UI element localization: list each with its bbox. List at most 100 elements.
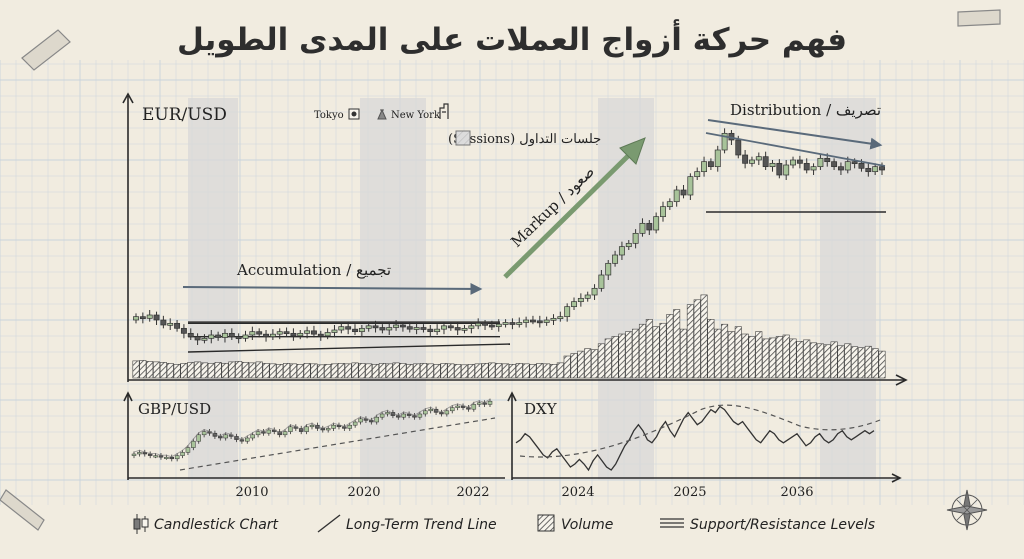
candle-body <box>796 159 803 164</box>
volume-bar <box>303 363 311 379</box>
panel-label-dxy: DXY <box>524 400 558 418</box>
volume-bar <box>632 328 640 379</box>
gbp-candle-body <box>487 400 493 405</box>
candle-body <box>386 327 393 331</box>
candle-body <box>495 323 502 328</box>
volume-bar <box>714 328 722 379</box>
candle-body <box>324 332 331 337</box>
volume-bar <box>433 364 441 379</box>
volume-bar <box>584 348 592 379</box>
candle-body <box>304 330 311 334</box>
candle-body <box>263 333 269 338</box>
candle-body <box>707 161 714 168</box>
volume-bar <box>372 364 380 379</box>
candle-body <box>228 332 235 338</box>
gbp-candle-body <box>352 421 358 426</box>
volume-bar <box>214 362 222 379</box>
phase-annotations: Accumulation / تجميع Markup / صعود Distr… <box>182 101 886 295</box>
candle-body <box>420 327 427 330</box>
volume-bar <box>242 362 250 379</box>
volume-bar <box>399 363 407 379</box>
legend-volume-icon <box>537 514 555 532</box>
gbp-candle-body <box>201 431 207 436</box>
gbp-candle-body <box>174 455 180 460</box>
legend-candlestick-icon <box>133 514 149 534</box>
candle-body <box>769 162 776 168</box>
candle-body <box>201 337 208 341</box>
volume-bar <box>481 363 489 379</box>
candle-body <box>755 156 762 161</box>
candle-body <box>714 149 721 168</box>
markup-arrow-head <box>619 137 646 165</box>
candle-body <box>618 246 625 256</box>
distribution-resistance-line <box>705 132 886 167</box>
candle-body <box>475 322 482 327</box>
candle-body <box>660 206 666 218</box>
axes <box>122 92 908 483</box>
candle-body <box>222 332 228 338</box>
x-tick-2025: 2025 <box>673 485 706 500</box>
candle-body <box>584 294 591 299</box>
volume-bar <box>823 344 831 379</box>
gbp-candle-body <box>466 407 471 410</box>
gbp-candle-body <box>180 452 185 456</box>
accumulation-trend-line <box>187 343 511 353</box>
candle-body <box>167 322 174 326</box>
session-bands <box>188 98 876 480</box>
gbp-candle-body <box>191 440 196 448</box>
volume-bar <box>515 363 523 379</box>
candle-body <box>879 166 885 171</box>
volume-bar <box>235 361 243 379</box>
candle-body <box>550 317 557 321</box>
legend-levels-icon <box>660 518 684 528</box>
gbp-candle-body <box>455 405 460 408</box>
gbp-candle-body <box>304 426 309 432</box>
chart-title: فهم حركة أزواج العملات على المدى الطويل <box>177 22 847 58</box>
volume-bar <box>440 363 448 379</box>
gbp-candle-body <box>476 402 482 405</box>
x-tick-2024: 2024 <box>561 485 594 500</box>
candle-body <box>536 320 543 324</box>
candle-body <box>625 242 632 248</box>
legend-trend-icon <box>317 514 341 533</box>
candle-body <box>365 325 372 329</box>
candle-body <box>509 322 516 325</box>
dxy-line <box>515 405 875 472</box>
phase-label-accumulation: Accumulation / تجميع <box>236 261 391 279</box>
legend-levels: Support/Resistance Levels <box>690 517 875 533</box>
gbp-candle-body <box>417 413 423 418</box>
gbp-candle-body <box>131 453 137 456</box>
candle-body <box>441 325 447 330</box>
session-label-tokyo: Tokyo <box>314 110 344 121</box>
candle-body <box>434 328 441 333</box>
candle-body <box>872 166 879 173</box>
volume-bar <box>659 322 667 379</box>
volume-bar <box>529 364 537 379</box>
candle-body <box>194 336 201 341</box>
volume-bar <box>796 341 804 379</box>
candle-body <box>352 328 358 333</box>
volume-bar <box>488 362 496 379</box>
volume-bar <box>522 363 530 379</box>
x-ticks: 2010 2020 2022 2024 2025 2036 <box>235 485 813 500</box>
x-tick-2010: 2010 <box>235 485 268 500</box>
candle-body <box>502 322 509 325</box>
candle-body <box>557 316 564 320</box>
volume-bar <box>187 362 195 379</box>
volume-bar <box>782 334 790 379</box>
volume-bar <box>262 363 270 379</box>
volume-bar <box>577 350 585 379</box>
volume-bar <box>330 363 338 379</box>
candle-body <box>803 162 810 171</box>
volume-bar <box>741 333 749 379</box>
candle-body <box>215 334 222 338</box>
sessions-legend: Tokyo New York جلسات التداول (Sessions) <box>314 103 601 147</box>
candle-body <box>762 156 769 168</box>
x-tick-2022: 2022 <box>456 485 489 500</box>
volume-bar <box>461 364 469 379</box>
capitol-icon <box>377 108 387 120</box>
volume-bar <box>419 363 427 379</box>
volume-bar <box>693 299 701 379</box>
volume-bar <box>276 364 284 379</box>
